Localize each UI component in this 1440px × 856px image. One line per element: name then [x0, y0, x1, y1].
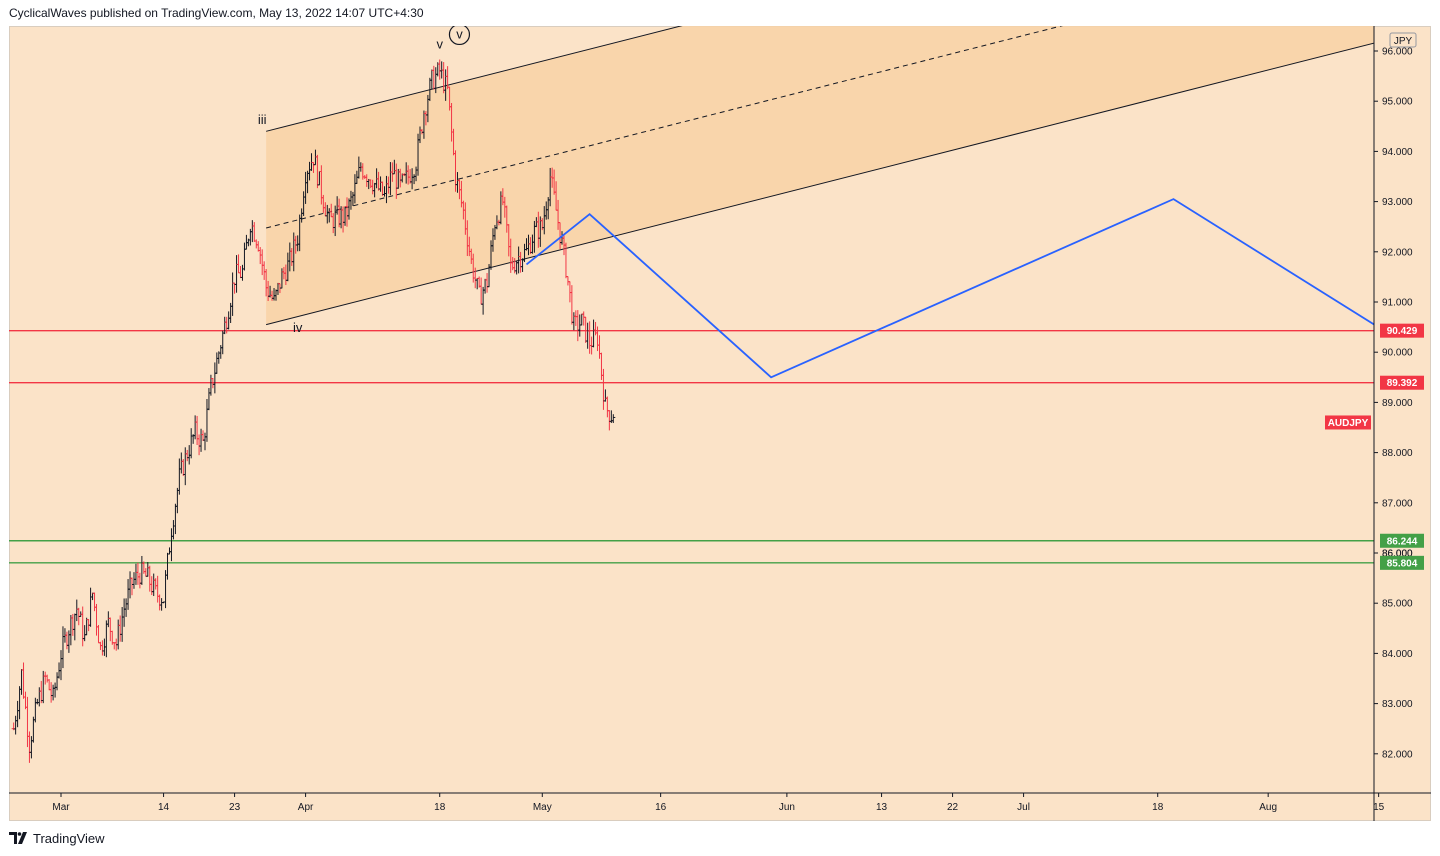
- x-tick-label: May: [533, 802, 552, 813]
- publish-info: CyclicalWaves published on TradingView.c…: [9, 6, 424, 20]
- tradingview-brand: TradingView: [9, 829, 105, 847]
- y-tick-label: 86.000: [1382, 549, 1413, 560]
- channel-median-line[interactable]: [266, 26, 1431, 229]
- x-tick-label: 15: [1373, 802, 1385, 813]
- support-tag-upper-bg: [1380, 533, 1424, 548]
- brand-name: TradingView: [33, 830, 105, 846]
- tradingview-logo-icon: [9, 832, 27, 844]
- x-tick-label: 22: [947, 802, 959, 813]
- y-tick-label: 96.000: [1382, 47, 1413, 58]
- channel-fill: [266, 26, 1374, 325]
- support-tag-lower: 85.804: [1387, 558, 1418, 569]
- support-tag-lower-bg: [1380, 555, 1424, 570]
- price-chart[interactable]: iii iv vv 82.000 83.000 84.000 85.000 86.000 87…: [9, 26, 1431, 821]
- projection-path[interactable]: [525, 198, 1399, 379]
- currency-label: JPY: [1394, 36, 1413, 47]
- y-tick-label: 94.000: [1382, 147, 1413, 158]
- currency-box[interactable]: [1389, 32, 1417, 48]
- x-tick-label: Aug: [1259, 802, 1277, 813]
- y-tick-label: 83.000: [1382, 699, 1413, 710]
- y-tick-label: 87.000: [1382, 498, 1413, 509]
- y-tick-label: 84.000: [1382, 649, 1413, 660]
- wave-label: iii: [258, 112, 267, 127]
- symbol-tag-bg: [1325, 415, 1371, 430]
- support-tag-upper: 86.244: [1387, 536, 1418, 547]
- y-tick-label: 91.000: [1382, 298, 1413, 309]
- x-tick-label: 14: [158, 802, 170, 813]
- y-tick-label: 82.000: [1382, 749, 1413, 760]
- channel-upper-line[interactable]: [266, 26, 1431, 132]
- y-tick-label: 90.000: [1382, 348, 1413, 359]
- x-tick-label: Jun: [779, 802, 795, 813]
- wave-label: iv: [293, 320, 303, 335]
- y-tick-label: 93.000: [1382, 197, 1413, 208]
- y-tick-label: 88.000: [1382, 448, 1413, 459]
- wave-label: v: [456, 26, 463, 41]
- resistance-tag-upper: 90.429: [1387, 326, 1418, 337]
- resistance-tag-lower-bg: [1380, 375, 1424, 390]
- channel-lower-line[interactable]: [266, 26, 1431, 326]
- y-tick-label: 85.000: [1382, 599, 1413, 610]
- x-tick-label: Apr: [298, 802, 314, 813]
- x-tick-label: 23: [229, 802, 241, 813]
- x-tick-label: 18: [1152, 802, 1164, 813]
- wave-label: v: [436, 36, 443, 51]
- x-tick-label: 13: [876, 802, 888, 813]
- x-tick-label: Jul: [1017, 802, 1030, 813]
- resistance-tag-lower: 89.392: [1387, 378, 1418, 389]
- y-tick-label: 92.000: [1382, 247, 1413, 258]
- y-tick-label-hidden: 86.000: [1382, 549, 1413, 560]
- y-tick-label: 89.000: [1382, 398, 1413, 409]
- symbol-tag: AUDJPY: [1328, 418, 1369, 429]
- y-tick-label: 95.000: [1382, 97, 1413, 108]
- x-tick-label: 16: [655, 802, 667, 813]
- resistance-tag-upper-bg: [1380, 323, 1424, 338]
- wave-label-circle: [448, 26, 471, 46]
- x-tick-label: Mar: [52, 802, 70, 813]
- x-tick-label: 18: [434, 802, 446, 813]
